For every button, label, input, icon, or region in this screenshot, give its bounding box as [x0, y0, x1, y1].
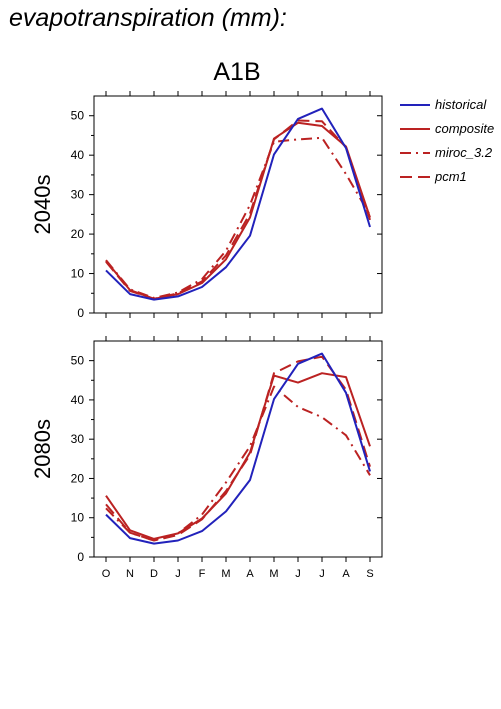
x-tick-label: S: [366, 568, 373, 580]
plot-frame: [93, 95, 383, 314]
legend-label: pcm1: [434, 169, 467, 184]
series-line-historical: [105, 107, 371, 301]
legend-label: composite: [435, 121, 494, 136]
x-tick-label: M: [269, 568, 278, 580]
y-tick-label: 0: [77, 550, 84, 564]
y-tick-label: 50: [71, 109, 85, 123]
x-tick-label: N: [126, 568, 134, 580]
x-tick-label: M: [221, 568, 230, 580]
x-tick-label: J: [295, 568, 301, 580]
scenario-title: A1B: [213, 58, 260, 86]
legend-label: historical: [435, 97, 487, 112]
series-line-miroc-3-2: [105, 385, 371, 542]
y-tick-label: 10: [71, 511, 85, 525]
series-line-pcm1: [105, 355, 371, 542]
panel-2080s: 0 10 20 30 40 50 O N D J F M A M J J A S 2080s: [30, 336, 383, 580]
series-line-composite: [105, 372, 371, 540]
x-tick-label: D: [150, 568, 158, 580]
panel-2040s: 0 10 20 30 40 50 2040s: [30, 91, 383, 320]
legend-label: miroc_3.2: [435, 145, 493, 160]
x-tick-label: A: [342, 568, 350, 580]
series-line-composite: [105, 121, 371, 300]
y-tick-label: 40: [71, 148, 85, 162]
series-line-miroc-3-2: [105, 136, 371, 299]
plot-frame: [93, 340, 383, 558]
y-tick-label: 10: [71, 267, 85, 281]
figure-title: evapotranspiration (mm):: [9, 4, 287, 32]
y-tick-label: 20: [71, 471, 85, 485]
y-tick-label: 40: [71, 393, 85, 407]
y-tick-label: 30: [71, 432, 85, 446]
x-tick-label: O: [102, 568, 111, 580]
x-tick-label: J: [319, 568, 325, 580]
x-tick-label: F: [199, 568, 206, 580]
y-axis-label: 2080s: [30, 419, 55, 479]
x-tick-label: J: [175, 568, 181, 580]
legend: historical composite miroc_3.2 pcm1: [400, 97, 494, 184]
series-line-historical: [105, 352, 371, 545]
y-tick-label: 20: [71, 227, 85, 241]
y-axis-label: 2040s: [30, 175, 55, 235]
y-tick-label: 0: [77, 306, 84, 320]
series-line-pcm1: [105, 119, 371, 300]
y-tick-label: 50: [71, 354, 85, 368]
y-tick-label: 30: [71, 188, 85, 202]
x-tick-label: A: [246, 568, 254, 580]
